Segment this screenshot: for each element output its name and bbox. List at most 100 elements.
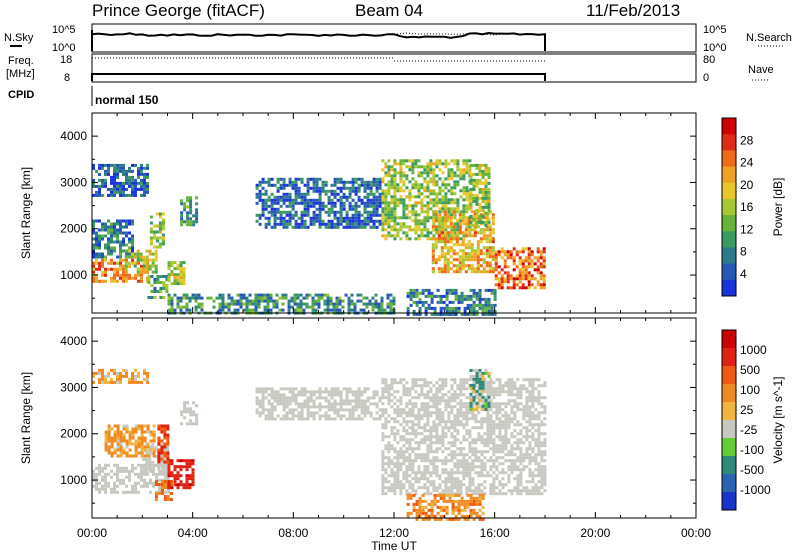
heatmap-cell (273, 417, 277, 421)
heatmap-cell (424, 288, 428, 292)
heatmap-cell (464, 234, 468, 238)
heatmap-cell (471, 450, 475, 454)
heatmap-cell (297, 216, 301, 220)
heatmap-cell (521, 274, 525, 278)
heatmap-cell (128, 475, 131, 479)
heatmap-cell (500, 250, 504, 254)
heatmap-cell (504, 435, 508, 439)
heatmap-cell (518, 274, 522, 278)
heatmap-cell (145, 449, 149, 452)
heatmap-cell (183, 407, 187, 411)
heatmap-cell (136, 249, 140, 253)
heatmap-cell (481, 175, 485, 179)
heatmap-cell (446, 252, 450, 256)
heatmap-cell (483, 432, 487, 436)
heatmap-cell (447, 471, 451, 475)
heatmap-cell (116, 475, 119, 479)
heatmap-cell (396, 228, 400, 232)
heatmap-cell (390, 387, 394, 391)
heatmap-cell (131, 430, 135, 434)
heatmap-cell (481, 190, 485, 194)
heatmap-cell (154, 255, 158, 259)
heatmap-cell (393, 183, 397, 187)
heatmap-cell (131, 237, 134, 241)
heatmap-cell (110, 178, 113, 182)
heatmap-cell (113, 175, 116, 179)
heatmap-cell (369, 198, 373, 202)
heatmap-cell (354, 396, 358, 400)
heatmap-cell (449, 219, 453, 223)
heatmap-cell (420, 219, 424, 223)
heatmap-cell (396, 222, 400, 226)
heatmap-cell (128, 237, 131, 241)
heatmap-cell (497, 280, 501, 284)
heatmap-cell (503, 262, 507, 266)
heatmap-cell (501, 456, 505, 460)
heatmap-cell (405, 213, 409, 217)
heatmap-cell (531, 471, 535, 475)
heatmap-cell (480, 420, 484, 424)
heatmap-cell (487, 187, 491, 191)
heatmap-cell (430, 291, 434, 295)
heatmap-cell (134, 442, 138, 446)
heatmap-cell (264, 390, 268, 394)
heatmap-cell (318, 195, 322, 199)
heatmap-cell (534, 456, 538, 460)
heatmap-cell (432, 411, 436, 415)
heatmap-cell (445, 306, 449, 310)
heatmap-cell (101, 273, 104, 277)
heatmap-cell (384, 411, 388, 415)
heatmap-cell (378, 192, 382, 196)
heatmap-cell (125, 187, 128, 191)
heatmap-cell (489, 456, 493, 460)
heatmap-cell (107, 424, 111, 428)
heatmap-cell (441, 162, 445, 166)
heatmap-cell (140, 442, 144, 446)
heatmap-cell (113, 481, 116, 485)
heatmap-cell (469, 294, 473, 298)
heatmap-cell (152, 472, 155, 476)
heatmap-cell (273, 207, 277, 211)
heatmap-cell (293, 299, 297, 303)
heatmap-cell (531, 438, 535, 442)
heatmap-cell (469, 187, 473, 191)
heatmap-cell (333, 402, 337, 406)
heatmap-cell (451, 312, 455, 316)
heatmap-cell (489, 399, 493, 403)
heatmap-cell (136, 270, 140, 274)
heatmap-cell (140, 445, 144, 449)
heatmap-cell (495, 456, 499, 460)
heatmap-cell (384, 408, 388, 412)
heatmap-cell (166, 427, 170, 431)
heatmap-cell (495, 378, 499, 382)
heatmap-cell (435, 393, 439, 397)
heatmap-cell (372, 219, 376, 223)
heatmap-cell (450, 171, 454, 175)
heatmap-cell (489, 468, 493, 472)
heatmap-cell (233, 299, 237, 303)
heatmap-cell (431, 267, 435, 271)
heatmap-cell (116, 442, 120, 446)
heatmap-cell (92, 225, 95, 229)
heatmap-cell (498, 417, 502, 421)
heatmap-cell (409, 291, 413, 295)
heatmap-cell (372, 204, 376, 208)
heatmap-cell (543, 465, 547, 469)
heatmap-cell (456, 231, 460, 235)
heatmap-cell (478, 181, 482, 185)
heatmap-cell (438, 396, 442, 400)
heatmap-cell (444, 399, 448, 403)
heatmap-cell (444, 423, 448, 427)
heatmap-cell (504, 384, 508, 388)
heatmap-cell (450, 483, 454, 487)
heatmap-cell (396, 453, 400, 457)
heatmap-cell (396, 216, 400, 220)
heatmap-cell (134, 445, 138, 449)
heatmap-cell (429, 198, 433, 202)
heatmap-cell (113, 249, 116, 253)
heatmap-cell (282, 222, 286, 226)
heatmap-cell (166, 433, 170, 437)
heatmap-cell (113, 181, 116, 185)
heatmap-cell (438, 390, 442, 394)
heatmap-cell (528, 456, 532, 460)
